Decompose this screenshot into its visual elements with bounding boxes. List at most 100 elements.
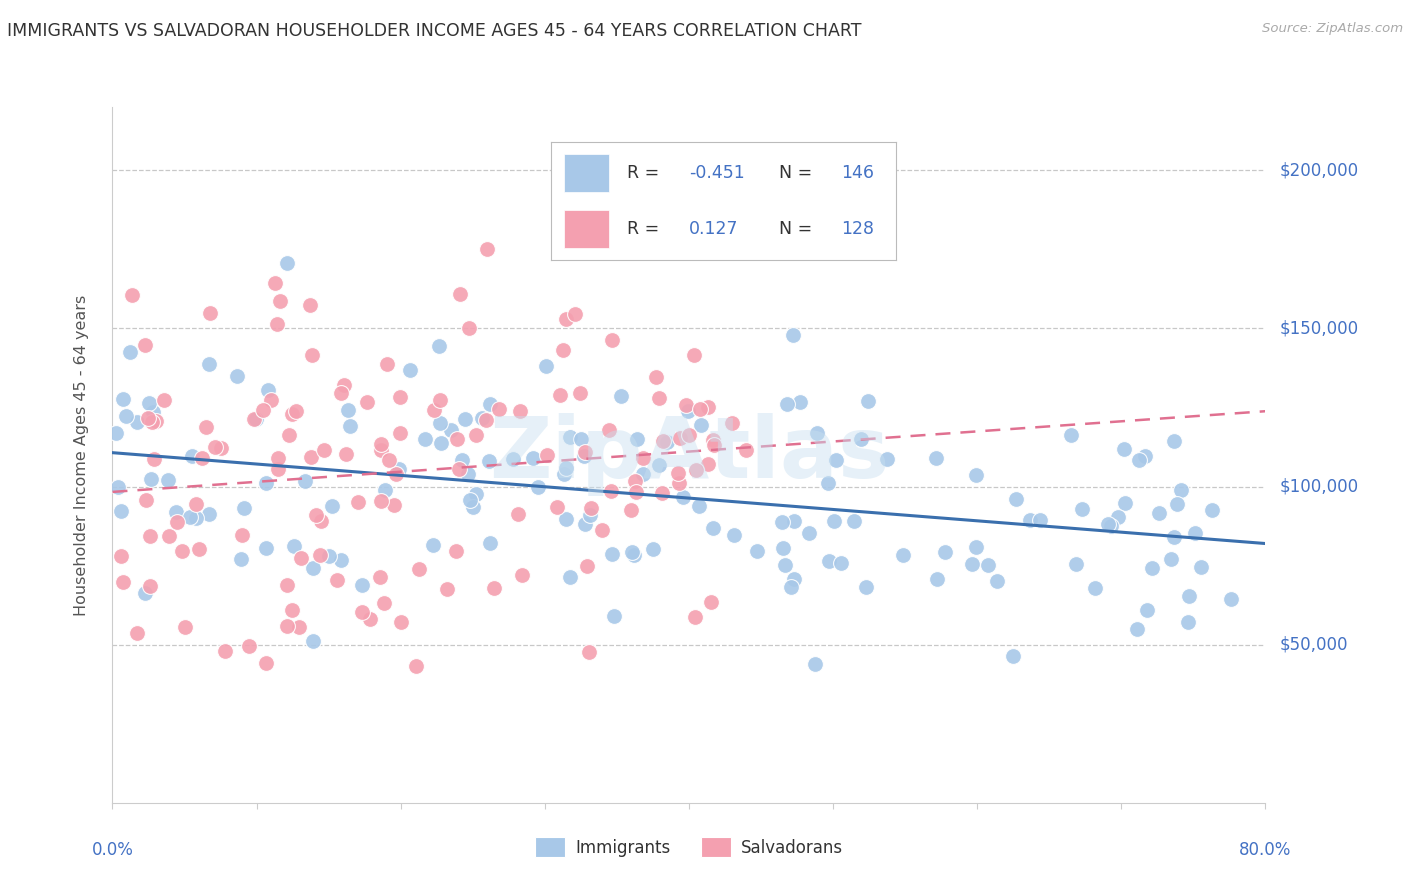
Point [188,541,211,556]
Point [112,574,135,589]
Point [135,492,157,507]
Point [1136,602,1159,616]
Point [1029,513,1052,527]
Point [688,499,710,513]
Point [281,603,304,617]
Point [830,556,852,570]
Point [648,391,671,405]
Point [1060,427,1083,442]
Point [422,538,444,552]
Point [301,348,323,362]
Point [799,525,821,540]
Point [136,411,159,425]
Point [645,369,668,384]
Point [1107,510,1129,524]
Point [564,307,586,321]
Point [986,574,1008,589]
Point [780,580,803,594]
Point [166,515,188,529]
Point [110,549,132,563]
Point [1184,526,1206,541]
Point [382,498,405,512]
Point [194,419,217,434]
Point [370,442,392,457]
Point [696,400,718,414]
Point [245,412,267,426]
Point [683,348,706,362]
Point [1114,442,1136,457]
Point [623,474,645,488]
Point [305,508,328,523]
Point [350,605,373,619]
Point [374,483,396,498]
Point [280,408,302,422]
Point [1220,591,1243,606]
Point [231,528,253,542]
Point [143,451,166,466]
Point [554,460,576,475]
Point [526,480,548,494]
Point [678,428,700,442]
Point [783,514,806,528]
Point [488,402,510,417]
Text: 80.0%: 80.0% [1239,841,1292,859]
Point [510,567,533,582]
Point [114,409,136,423]
Point [373,596,395,610]
Point [398,362,420,376]
Point [450,453,472,467]
Point [465,487,488,501]
Point [276,256,298,270]
Point [623,548,645,562]
Point [179,509,201,524]
Point [276,619,298,633]
Point [453,412,475,426]
Point [770,515,793,529]
Point [482,581,505,595]
Point [278,427,301,442]
Point [330,385,353,400]
Point [107,480,129,494]
Point [475,413,498,427]
Text: IMMIGRANTS VS SALVADORAN HOUSEHOLDER INCOME AGES 45 - 64 YEARS CORRELATION CHART: IMMIGRANTS VS SALVADORAN HOUSEHOLDER INC… [7,22,862,40]
Point [478,397,501,411]
Point [105,426,128,441]
Point [651,434,673,449]
Point [457,467,479,481]
Point [578,645,600,659]
Point [326,573,349,587]
Point [309,514,332,528]
Point [134,338,156,352]
Point [1005,491,1028,506]
Point [120,345,142,359]
Text: -0.451: -0.451 [689,163,745,182]
Point [238,640,260,654]
Text: ZipAtlas: ZipAtlas [489,413,889,497]
Point [298,297,321,311]
Point [678,403,700,417]
Point [1163,530,1185,544]
Point [666,466,689,480]
Point [783,572,806,586]
Point [522,450,544,465]
Point [423,403,446,417]
Point [575,558,598,573]
Point [370,494,392,508]
Point [186,511,208,525]
Text: R =: R = [627,220,669,238]
Point [734,442,756,457]
Point [444,544,467,558]
Point [475,243,498,257]
Point [110,503,132,517]
Point [568,386,591,401]
Point [1160,552,1182,566]
Text: $150,000: $150,000 [1279,319,1358,337]
Point [302,634,325,648]
Point [157,474,180,488]
Point [641,541,664,556]
Point [782,328,804,343]
Point [536,359,558,373]
Point [408,562,430,576]
Point [309,548,332,562]
Point [337,402,360,417]
